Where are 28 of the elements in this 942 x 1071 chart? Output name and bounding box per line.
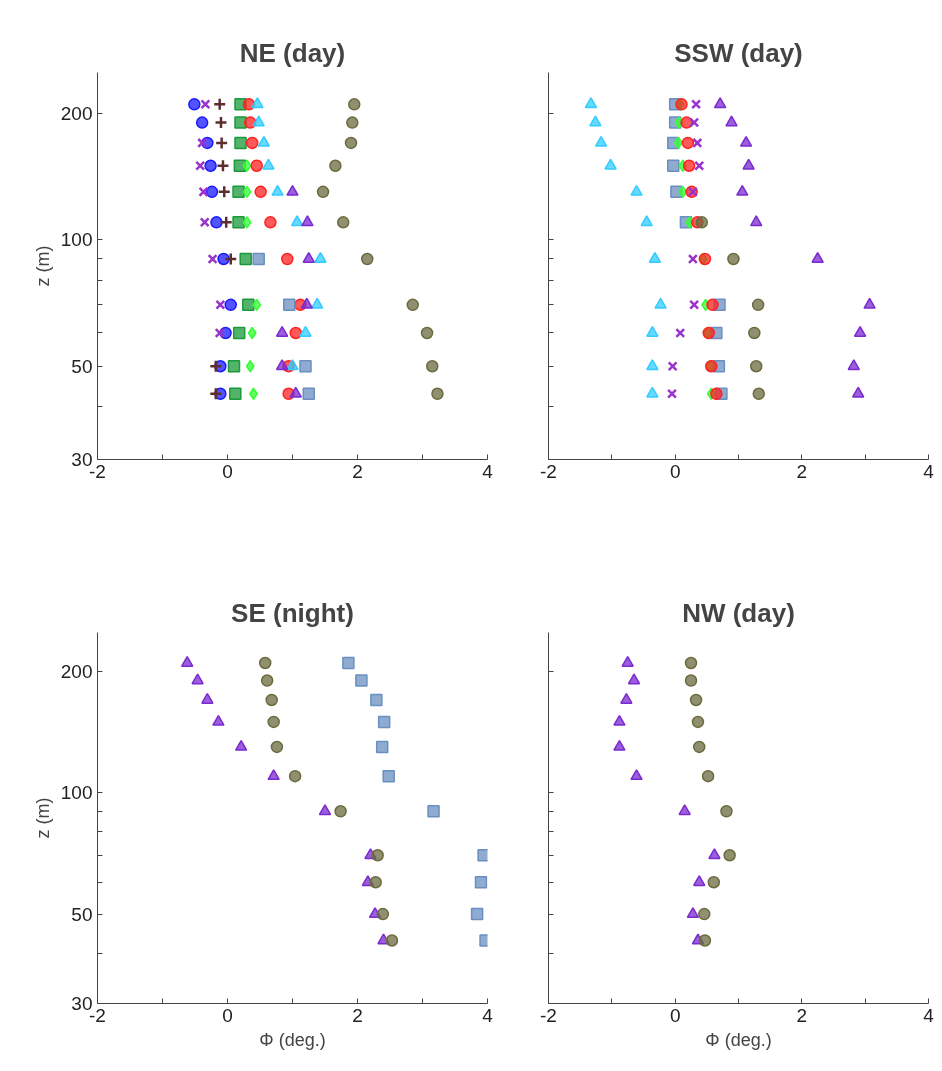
x-tick-label: 0 <box>669 1004 681 1026</box>
y-tick-label: 100 <box>60 229 93 251</box>
x-tick-label: 2 <box>352 460 363 482</box>
chart-title: NW (day) <box>682 597 795 628</box>
y-tick-label: 50 <box>71 355 93 377</box>
y-tick-label: 200 <box>60 102 93 124</box>
chart-title: SE (night) <box>231 597 354 628</box>
x-tick-label: 2 <box>352 1004 363 1026</box>
y-axis-title: z (m) <box>32 245 53 287</box>
x-tick-label: 4 <box>923 1004 935 1026</box>
x-tick-label: 0 <box>222 460 233 482</box>
x-tick-label: -2 <box>540 1004 557 1026</box>
chart-title: NE (day) <box>239 37 346 68</box>
y-tick-label: 200 <box>60 661 93 683</box>
x-tick-label: 0 <box>222 1004 233 1026</box>
x-tick-label: 4 <box>482 1004 494 1026</box>
x-axis-title: Φ (deg.) <box>259 1029 326 1050</box>
x-tick-label: 2 <box>796 1004 808 1026</box>
chart-title: SSW (day) <box>674 37 803 68</box>
x-tick-label: 2 <box>796 460 808 482</box>
y-tick-label: 50 <box>71 903 93 925</box>
y-axis-title: z (m) <box>32 797 53 839</box>
x-axis-title: Φ (deg.) <box>705 1029 772 1050</box>
x-tick-label: 0 <box>669 460 681 482</box>
x-tick-label: -2 <box>540 460 557 482</box>
x-tick-label: 4 <box>923 460 935 482</box>
x-tick-label: 4 <box>482 460 494 482</box>
y-tick-label: 100 <box>60 782 93 804</box>
